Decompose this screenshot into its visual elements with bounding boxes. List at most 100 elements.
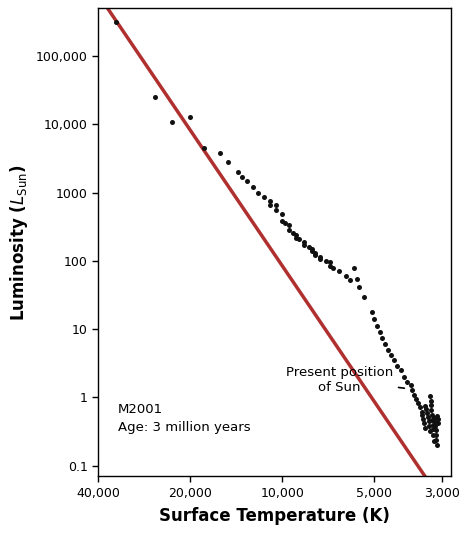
- Point: [423, 408, 431, 417]
- Point: [433, 441, 440, 449]
- Point: [317, 255, 324, 264]
- Point: [431, 414, 438, 422]
- Point: [351, 263, 358, 272]
- Point: [329, 263, 337, 272]
- Point: [394, 361, 401, 370]
- Point: [400, 373, 408, 381]
- Y-axis label: Luminosity ($L_{\mathsf{Sun}}$): Luminosity ($L_{\mathsf{Sun}}$): [8, 164, 30, 320]
- Point: [432, 435, 440, 444]
- Point: [429, 421, 436, 429]
- Point: [428, 406, 435, 415]
- Point: [272, 201, 279, 209]
- Point: [353, 274, 360, 283]
- Point: [420, 419, 428, 427]
- Point: [427, 397, 434, 405]
- Point: [326, 258, 333, 266]
- Point: [432, 431, 439, 440]
- Point: [186, 112, 194, 121]
- Point: [278, 210, 286, 219]
- Point: [410, 390, 418, 399]
- Point: [430, 437, 438, 445]
- Point: [419, 415, 427, 424]
- Point: [371, 315, 378, 324]
- Point: [431, 422, 439, 431]
- Point: [427, 401, 435, 409]
- X-axis label: Surface Temperature (K): Surface Temperature (K): [159, 507, 390, 524]
- Point: [336, 267, 343, 276]
- Point: [409, 385, 416, 394]
- Point: [373, 322, 380, 330]
- Point: [418, 407, 425, 416]
- Point: [426, 392, 434, 400]
- Point: [285, 221, 292, 230]
- Point: [407, 381, 414, 390]
- Point: [434, 419, 442, 427]
- Point: [254, 188, 262, 197]
- Point: [368, 308, 375, 316]
- Point: [424, 413, 431, 421]
- Point: [239, 173, 246, 181]
- Point: [416, 403, 424, 411]
- Point: [376, 328, 383, 336]
- Point: [381, 340, 389, 349]
- Point: [244, 176, 251, 185]
- Point: [431, 417, 439, 426]
- Point: [281, 219, 289, 227]
- Point: [429, 425, 437, 434]
- Point: [300, 238, 307, 246]
- Point: [360, 292, 368, 301]
- Text: Present position
of Sun: Present position of Sun: [286, 366, 404, 394]
- Point: [225, 158, 232, 166]
- Point: [266, 201, 273, 209]
- Point: [295, 235, 303, 243]
- Point: [272, 206, 279, 215]
- Point: [200, 144, 208, 152]
- Point: [390, 356, 398, 365]
- Point: [425, 417, 432, 425]
- Point: [234, 168, 241, 176]
- Point: [428, 411, 436, 419]
- Point: [216, 149, 224, 157]
- Point: [403, 377, 411, 386]
- Point: [422, 402, 429, 410]
- Point: [308, 245, 315, 253]
- Point: [426, 427, 433, 435]
- Point: [384, 345, 392, 354]
- Point: [418, 411, 426, 419]
- Point: [285, 226, 292, 235]
- Point: [305, 243, 312, 251]
- Text: M2001
Age: 3 million years: M2001 Age: 3 million years: [117, 403, 250, 434]
- Point: [317, 253, 324, 261]
- Point: [292, 233, 300, 242]
- Point: [322, 256, 329, 265]
- Point: [342, 272, 350, 280]
- Point: [308, 247, 315, 255]
- Point: [292, 231, 300, 239]
- Point: [388, 351, 395, 359]
- Point: [397, 366, 404, 375]
- Point: [428, 416, 436, 424]
- Point: [300, 241, 307, 249]
- Point: [311, 249, 319, 257]
- Point: [421, 424, 428, 432]
- Point: [423, 405, 430, 413]
- Point: [266, 197, 273, 205]
- Point: [346, 276, 354, 285]
- Point: [425, 422, 433, 431]
- Point: [433, 411, 441, 420]
- Point: [278, 217, 286, 225]
- Point: [430, 431, 437, 440]
- Point: [168, 117, 176, 126]
- Point: [311, 251, 319, 260]
- Point: [434, 415, 441, 424]
- Point: [249, 183, 256, 191]
- Point: [112, 17, 120, 26]
- Point: [414, 399, 422, 408]
- Point: [260, 193, 267, 201]
- Point: [290, 228, 297, 237]
- Point: [355, 282, 363, 291]
- Point: [152, 93, 159, 101]
- Point: [432, 426, 439, 434]
- Point: [326, 262, 333, 270]
- Point: [379, 334, 386, 342]
